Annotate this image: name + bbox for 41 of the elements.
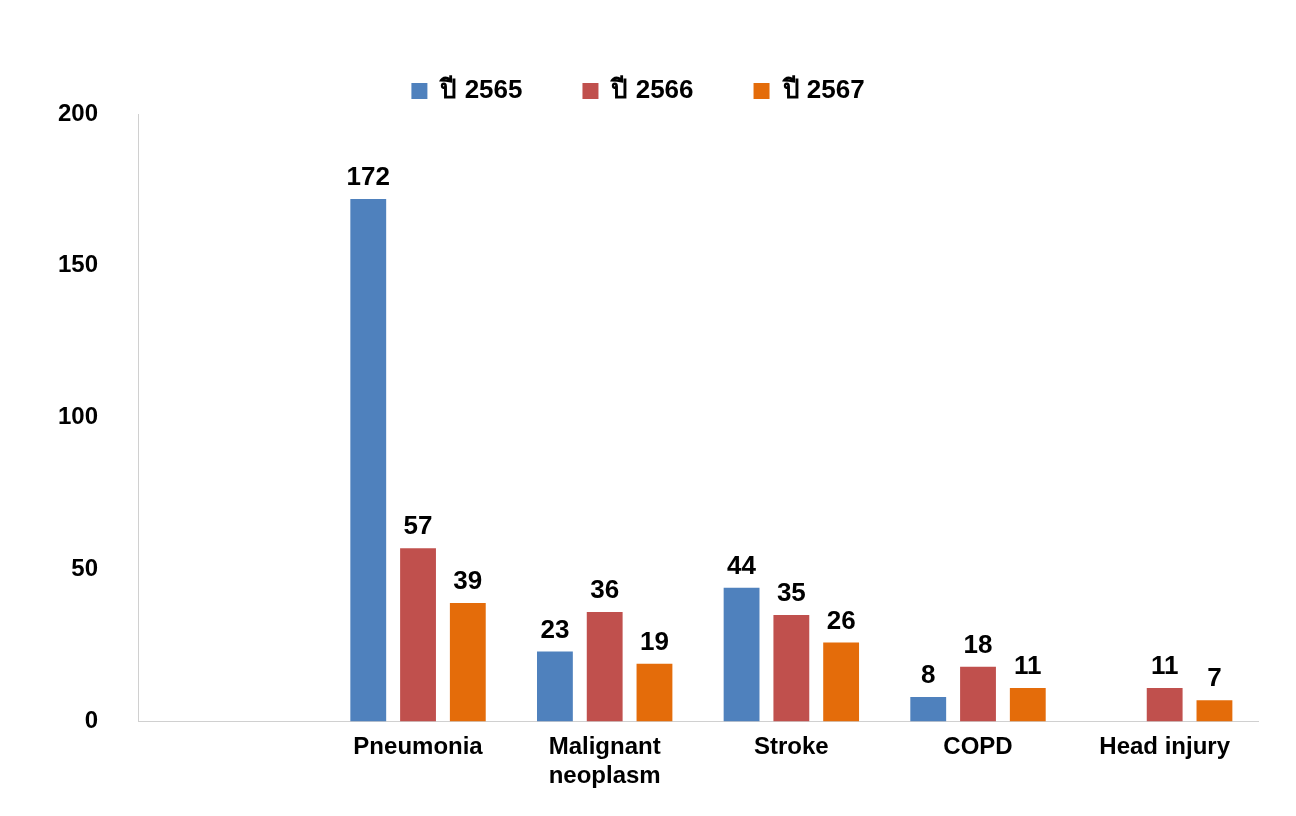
data-label: 19 (640, 625, 669, 656)
x-tick-label: Stroke (754, 732, 829, 760)
x-tick-label: Malignant neoplasm (548, 732, 661, 789)
bar (1009, 687, 1046, 722)
bar (1196, 700, 1233, 722)
data-label: 172 (346, 161, 390, 192)
data-label: 26 (826, 604, 856, 635)
data-label: 18 (963, 628, 993, 659)
y-tick-label: 100 (58, 402, 99, 430)
y-tick-label: 200 (58, 98, 99, 126)
bar (910, 697, 947, 722)
data-label: 44 (727, 549, 757, 580)
data-label: 11 (1014, 650, 1042, 681)
y-tick-label: 0 (84, 706, 99, 734)
bar (350, 199, 387, 722)
data-label: 35 (776, 577, 806, 608)
data-label: 8 (921, 659, 936, 690)
bar (449, 602, 486, 722)
bar (586, 612, 623, 722)
data-label: 7 (1207, 662, 1222, 693)
x-tick-label: Head injury (1099, 732, 1231, 760)
y-tick-label: 50 (71, 554, 99, 582)
data-label: 36 (590, 574, 620, 605)
bar (1146, 687, 1183, 722)
bar (773, 615, 810, 722)
bar (823, 642, 860, 722)
data-label: 57 (403, 510, 433, 541)
legend-label: ปี 2565 (439, 74, 523, 105)
bar (400, 548, 436, 722)
bar (636, 663, 673, 722)
legend-label: ปี 2567 (781, 74, 865, 105)
data-label: 11 (1150, 650, 1179, 681)
x-tick-label: COPD (943, 732, 1013, 760)
bar (537, 651, 573, 722)
data-label: 23 (540, 613, 570, 644)
bar (960, 666, 996, 722)
bar (723, 587, 760, 722)
data-label: 39 (453, 565, 483, 596)
y-tick-label: 150 (58, 250, 99, 278)
x-tick-label: Pneumonia (353, 732, 484, 760)
legend-label: ปี 2566 (610, 74, 694, 105)
